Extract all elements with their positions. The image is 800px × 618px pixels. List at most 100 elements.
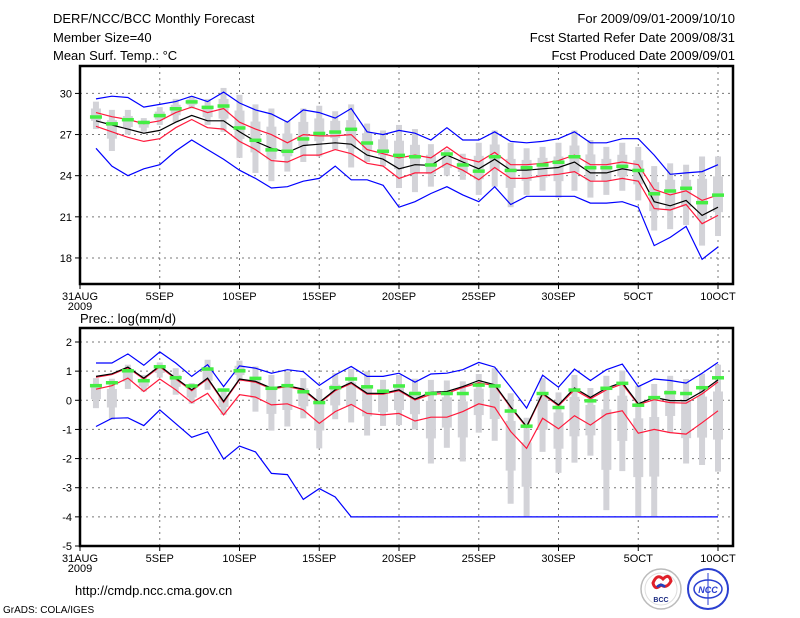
median-marker [153,364,166,369]
median-marker [281,149,294,154]
series-upper-line [95,366,719,429]
quartile-box [138,379,149,387]
median-marker [185,384,198,388]
median-marker [520,424,533,428]
median-marker [297,390,310,394]
x-tick-label: 15SEP [302,553,336,565]
series-min-line [95,139,719,261]
quartile-box [505,420,516,471]
quartile-box [601,158,612,181]
plot-frame [78,326,735,548]
y-tick-label: -3 [62,483,72,495]
median-marker [329,385,342,390]
url-text[interactable]: http://cmdp.ncc.cma.gov.cn [75,583,232,598]
y-tick-label: -2 [62,454,72,466]
median-marker [201,105,214,110]
quartile-box [409,144,420,174]
quartile-box [617,395,628,441]
median-marker [456,391,469,396]
quartile-box [505,158,516,188]
quartile-box [521,442,532,487]
median-marker [472,169,485,173]
quartile-box [537,396,548,430]
median-marker [137,378,150,383]
median-marker [345,127,358,132]
quartile-box [346,382,357,407]
quartile-box [441,156,452,168]
x-tick-label: 25SEP [462,291,496,303]
quartile-box [362,387,373,417]
median-marker [648,192,661,196]
quartile-box [409,391,420,415]
quartile-box [713,391,724,440]
series-mean-line [95,114,719,217]
median-marker [664,390,677,395]
median-marker [568,154,581,159]
quartile-box [282,133,293,157]
quartile-box [473,155,484,180]
median-marker [408,391,421,396]
x-tick-label: 31AUG [62,291,98,303]
median-marker [105,381,118,385]
quartile-box [314,403,325,431]
median-marker [488,154,501,159]
median-marker [153,113,166,118]
x-tick-label: 15SEP [302,291,336,303]
median-marker [233,126,246,130]
median-marker [265,386,278,391]
median-marker [600,165,613,170]
median-marker [265,148,278,152]
x-tick-label: 20SEP [382,291,416,303]
median-marker [89,383,102,388]
y-tick-label: -4 [62,512,72,524]
median-marker [696,385,709,390]
median-marker [536,163,549,167]
median-marker [169,107,182,111]
svg-text:BCC: BCC [653,597,668,604]
median-marker [89,115,102,119]
median-marker [488,384,501,388]
y-tick-label: 0 [66,395,72,407]
quartile-box [250,121,261,153]
quartile-box [601,409,612,470]
median-marker [121,369,134,373]
median-marker [504,409,517,413]
member-size: Member Size=40 [53,30,152,45]
quartile-box [234,110,245,139]
quartile-box [569,145,580,173]
median-marker [393,153,406,158]
median-marker [664,189,677,193]
median-marker [361,141,374,145]
quartile-box [585,404,596,436]
median-marker [472,383,485,387]
x-tick-label: 5OCT [624,291,654,303]
x-tick-label: 10OCT [700,291,736,303]
quartile-box [330,120,341,139]
bcc-logo: BCC [640,568,682,610]
x-tick-label: 5OCT [624,553,654,565]
grads-credit: GrADS: COLA/IGES [3,605,94,616]
quartile-box [202,105,213,118]
y-tick-label: 27 [60,130,72,142]
median-marker [329,130,342,134]
y-tick-label: -1 [62,424,72,436]
median-marker [249,376,262,381]
quartile-box [489,386,500,420]
median-marker [121,117,134,122]
x-tick-label: 30SEP [541,291,575,303]
quartile-box [681,400,692,439]
median-marker [137,120,150,125]
median-marker [552,405,565,410]
median-marker [632,168,645,173]
quartile-box [697,396,708,438]
quartile-box [649,417,660,477]
median-marker [345,377,358,381]
median-marker [313,400,326,405]
series-lower-line [95,118,719,225]
median-marker [536,391,549,396]
median-marker [632,403,645,407]
median-marker [616,164,629,169]
